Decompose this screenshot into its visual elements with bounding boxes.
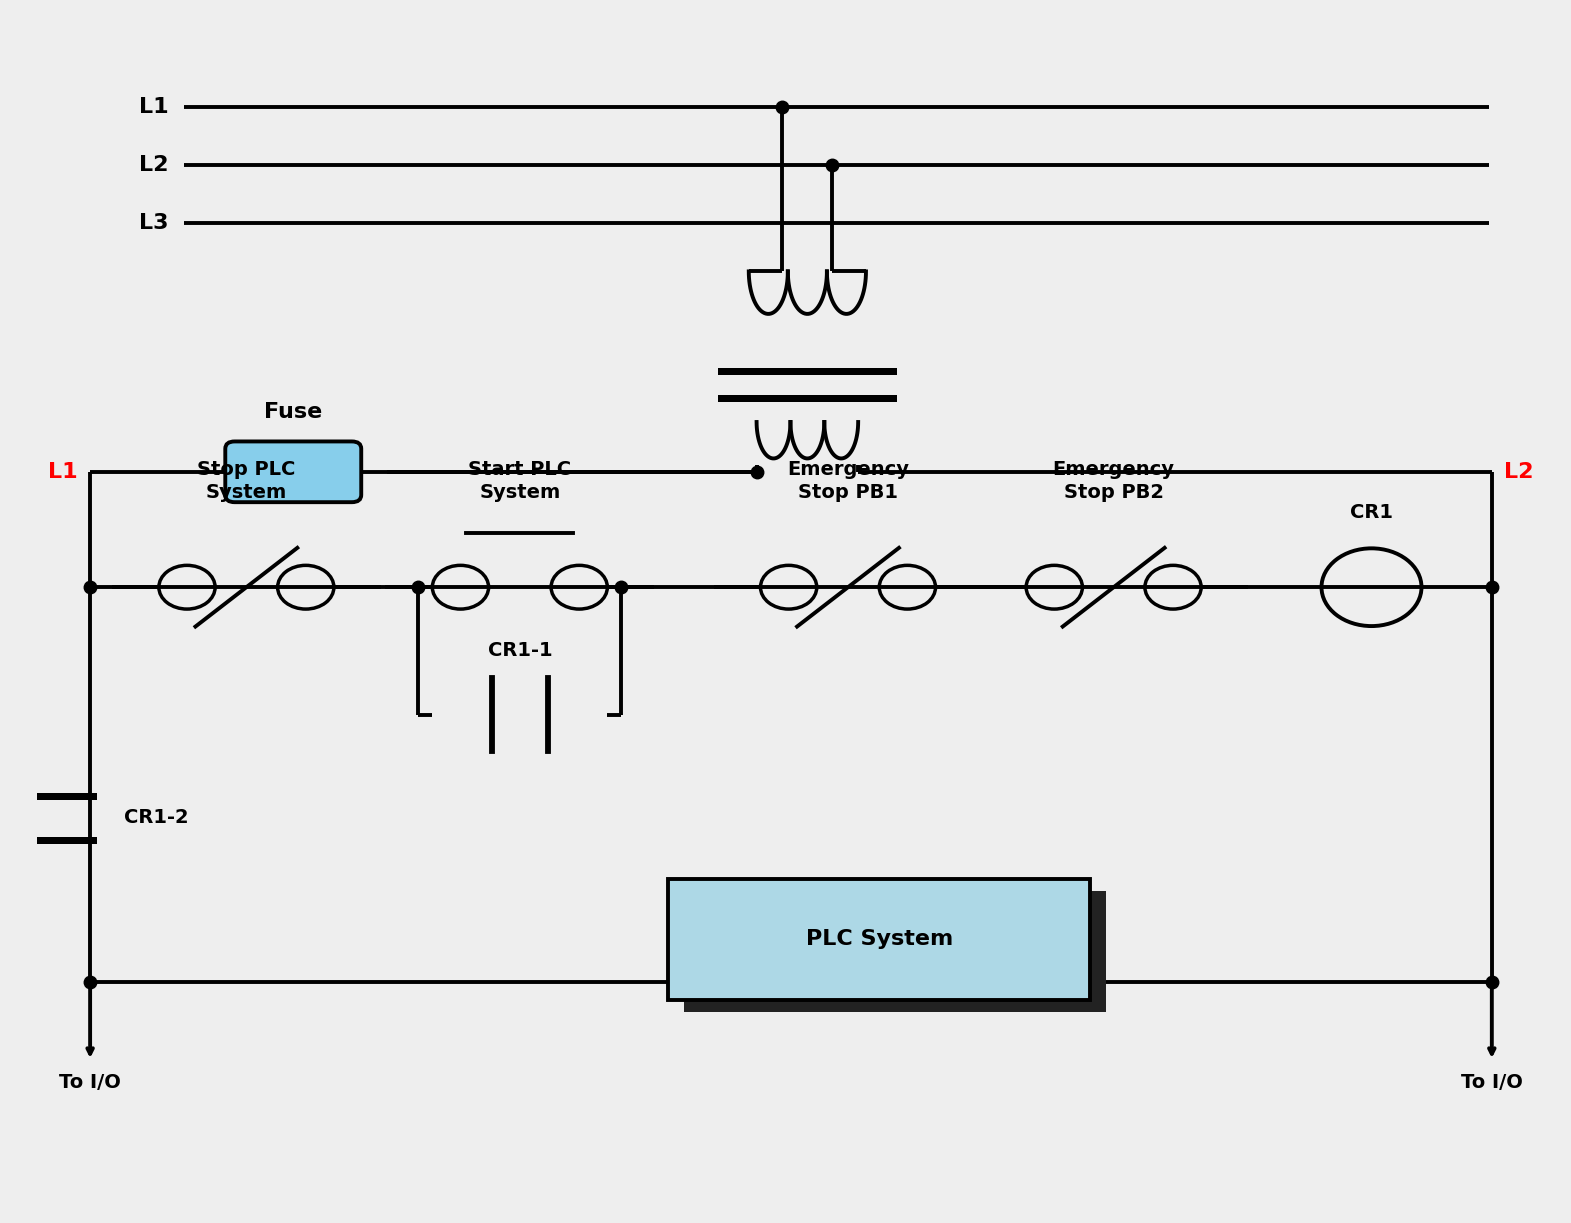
FancyBboxPatch shape	[683, 890, 1106, 1013]
Text: L1: L1	[49, 462, 77, 482]
Text: CR1-1: CR1-1	[487, 641, 551, 660]
Text: CR1: CR1	[1349, 503, 1393, 522]
Text: To I/O: To I/O	[60, 1073, 121, 1092]
FancyBboxPatch shape	[668, 879, 1090, 1000]
Text: Emergency
Stop PB2: Emergency Stop PB2	[1053, 460, 1175, 503]
Text: CR1-2: CR1-2	[124, 808, 189, 828]
FancyBboxPatch shape	[225, 442, 361, 503]
Text: Fuse: Fuse	[264, 402, 322, 422]
Text: Start PLC
System: Start PLC System	[468, 460, 572, 503]
Text: L2: L2	[138, 154, 168, 175]
Text: Emergency
Stop PB1: Emergency Stop PB1	[787, 460, 910, 503]
Text: To I/O: To I/O	[1461, 1073, 1522, 1092]
Text: L2: L2	[1505, 462, 1533, 482]
Text: Stop PLC
System: Stop PLC System	[198, 460, 295, 503]
Text: L1: L1	[138, 98, 168, 117]
Text: PLC System: PLC System	[806, 929, 954, 949]
Text: L3: L3	[138, 213, 168, 232]
